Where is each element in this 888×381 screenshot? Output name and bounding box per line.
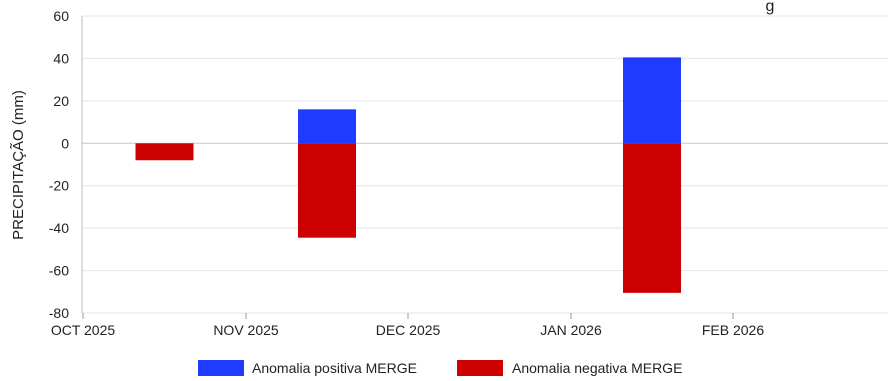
legend-swatch-1 — [457, 360, 503, 376]
x-tick-label: NOV 2025 — [213, 322, 279, 338]
x-tick-label: OCT 2025 — [51, 322, 116, 338]
y-tick-label: 40 — [53, 50, 69, 66]
y-tick-label: -60 — [49, 263, 69, 279]
y-axis-title: PRECIPITAÇÃO (mm) — [10, 90, 27, 240]
positive-anomaly-bar-0 — [298, 109, 356, 144]
y-tick-label: 0 — [61, 135, 69, 151]
y-tick-label: 60 — [53, 8, 69, 24]
legend-label-0: Anomalia positiva MERGE — [252, 360, 417, 376]
y-tick-label: -80 — [49, 305, 69, 321]
positive-anomaly-bar-1 — [623, 57, 681, 144]
y-tick-label: -40 — [49, 220, 69, 236]
negative-anomaly-bar-0 — [135, 143, 194, 161]
legend-swatch-0 — [198, 360, 244, 376]
x-tick-label: DEC 2025 — [376, 322, 441, 338]
y-tick-label: 20 — [53, 93, 69, 109]
chart-title-fragment: g — [766, 0, 775, 15]
negative-anomaly-bar-2 — [623, 143, 681, 293]
x-tick-label: FEB 2026 — [702, 322, 764, 338]
y-tick-label: -20 — [49, 178, 69, 194]
grid-layer — [82, 15, 888, 314]
legend: Anomalia positiva MERGE Anomalia negativa… — [198, 360, 682, 376]
x-tick-label: JAN 2026 — [540, 322, 602, 338]
legend-label-1: Anomalia negativa MERGE — [512, 360, 682, 376]
bars-layer — [135, 57, 681, 293]
negative-anomaly-bar-1 — [298, 143, 356, 238]
